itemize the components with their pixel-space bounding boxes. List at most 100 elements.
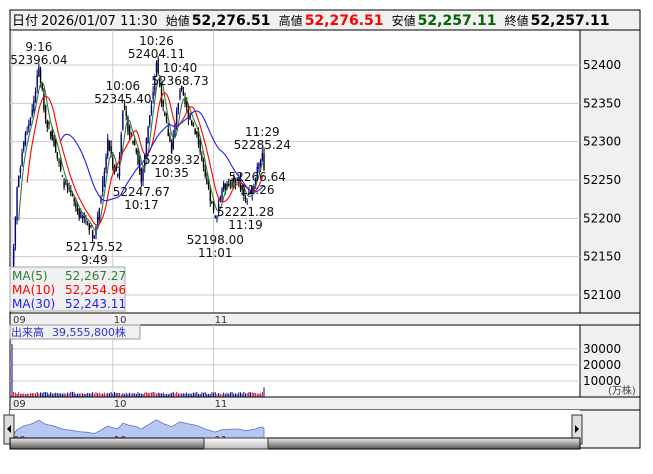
candle-body <box>256 166 258 178</box>
candle-body <box>88 223 90 231</box>
ma5-label: MA(5) <box>12 269 48 283</box>
candle-body <box>90 225 92 227</box>
candle-body <box>172 135 174 149</box>
candle-body <box>68 187 70 190</box>
candle-body <box>115 166 117 172</box>
price-annotation: 10:35 <box>154 166 189 180</box>
volume-bar <box>197 393 199 397</box>
volume-bar <box>55 392 57 397</box>
volume-bar <box>248 392 250 397</box>
candle-body <box>222 182 225 190</box>
candle-body <box>48 122 50 125</box>
candle-body <box>122 110 124 130</box>
volume-bar <box>152 391 154 397</box>
volume-label: 出来高 39,555,800株 <box>11 325 126 339</box>
volume-bar <box>103 392 105 397</box>
price-annotation: 52247.67 <box>113 185 170 199</box>
candle-body <box>26 131 28 133</box>
candle-body <box>154 76 156 91</box>
candle-body <box>244 197 247 200</box>
scrollbar-track[interactable] <box>9 437 581 450</box>
price-time-axis <box>9 312 641 326</box>
volume-bar <box>40 392 42 397</box>
volume-bar <box>176 391 178 397</box>
volume-bar <box>63 393 65 397</box>
candle-body <box>192 124 195 127</box>
volume-bar <box>177 393 179 397</box>
volume-bar <box>117 392 119 397</box>
price-axis <box>579 29 641 314</box>
candle-body <box>91 230 94 238</box>
candle-body <box>170 142 173 154</box>
candle-body <box>186 102 188 108</box>
candle-body <box>217 204 220 214</box>
volume-bar <box>83 393 85 397</box>
volume-bar <box>135 393 137 397</box>
candle-body <box>202 159 205 168</box>
volume-bar <box>23 393 25 397</box>
volume-bar <box>48 393 50 397</box>
volume-bar <box>164 394 166 397</box>
candle-body <box>236 178 238 181</box>
candle-body <box>207 185 210 189</box>
volume-bar <box>251 392 253 397</box>
volume-bar <box>155 393 157 397</box>
price-panel <box>9 29 581 314</box>
volume-bar <box>144 392 146 397</box>
price-annotation: 52285.24 <box>234 138 291 152</box>
volume-bar <box>87 392 89 397</box>
candle-body <box>241 186 243 191</box>
volume-bar <box>124 394 126 397</box>
volume-bar <box>258 393 260 397</box>
volume-bar <box>228 393 230 397</box>
candle-body <box>165 116 168 124</box>
volume-bar <box>223 392 225 397</box>
volume-bar <box>239 392 241 397</box>
candle-body <box>137 150 139 164</box>
candle-body <box>46 120 48 128</box>
scrollbar-thumb[interactable] <box>203 437 269 450</box>
candle-body <box>53 137 55 146</box>
candle-body <box>76 207 79 211</box>
volume-bar <box>28 393 30 397</box>
volume-bar <box>95 392 97 397</box>
volume-bar <box>191 393 193 397</box>
ohlc-header: 日付 2026/01/07 11:30 始値 52,276.51 高値 52,276.… <box>12 13 609 29</box>
volume-bar <box>115 393 117 397</box>
candle-body <box>85 220 87 222</box>
volume-bar <box>186 392 188 397</box>
volume-bar <box>199 394 201 397</box>
volume-bar <box>93 393 95 397</box>
candle-body <box>44 105 47 119</box>
volume-bar <box>102 393 104 397</box>
volume-bar <box>112 393 114 397</box>
volume-bar <box>236 393 238 397</box>
volume-bar <box>187 393 189 397</box>
candle-body <box>214 216 216 218</box>
volume-bar <box>162 392 164 397</box>
candle-body <box>120 134 122 157</box>
candle-body <box>135 148 138 153</box>
ma5-value: 52,267.27 <box>65 269 126 283</box>
candle-body <box>174 123 176 137</box>
volume-bar <box>51 393 53 397</box>
price-annotation: 52368.73 <box>151 74 208 88</box>
candle-body <box>211 201 213 204</box>
price-annotation: 10:40 <box>163 61 198 75</box>
candle-body <box>16 187 18 221</box>
candle-body <box>197 130 200 145</box>
candle-body <box>98 208 101 220</box>
volume-bar <box>108 393 110 397</box>
x-tick-label: 11 <box>215 315 228 326</box>
candle-body <box>246 201 248 203</box>
volume-bar <box>120 394 122 397</box>
candle-body <box>259 160 262 167</box>
volume-bar <box>238 392 240 397</box>
volume-bar <box>250 392 252 397</box>
candle-body <box>23 142 25 150</box>
y-tick-label: 52400 <box>583 58 621 72</box>
volume-bar <box>145 392 147 397</box>
volume-bar <box>194 392 196 397</box>
candle-body <box>191 120 193 125</box>
volume-bar <box>85 393 87 397</box>
